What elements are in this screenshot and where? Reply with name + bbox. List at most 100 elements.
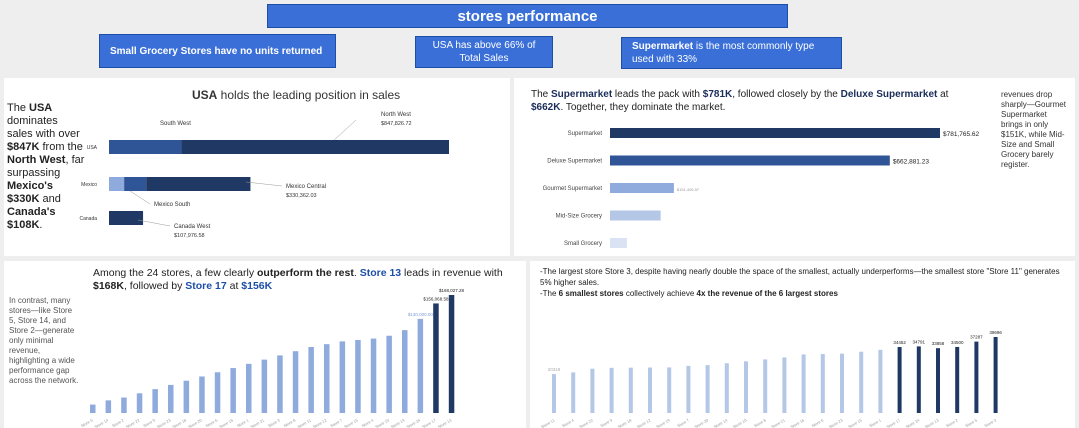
kpi-store-type-bold: Supermarket: [632, 41, 694, 52]
x-tick-store-12: Store 12: [636, 417, 652, 428]
x-tick-store-1: Store 1: [868, 417, 882, 428]
store-size-headline: -The largest store Store 3, despite havi…: [540, 266, 1060, 299]
bar-north-west: [181, 140, 449, 154]
x-tick-store-22: Store 22: [125, 417, 141, 428]
bar-store-18: [628, 367, 633, 413]
x-tick-store-7: Store 7: [329, 417, 343, 428]
data-label-store-24: 34791: [913, 339, 926, 344]
x-tick-store-11: Store 11: [297, 417, 313, 428]
x-tick-store-16: Store 16: [218, 417, 234, 428]
kpi-store-type-text: Supermarket is the most commonly type us…: [632, 40, 831, 66]
x-tick-store-10: Store 10: [732, 417, 748, 428]
page-title: stores performance: [267, 4, 788, 28]
x-tick-store-8: Store 8: [753, 417, 767, 428]
bar-store-19: [402, 330, 408, 413]
y-tick-mid-size-grocery: Mid-Size Grocery: [556, 214, 602, 220]
data-label-store-2: 34500: [951, 340, 964, 345]
store-revenue-chart: Store 5 Store 14 Store 2 Store 22 Store 9 Sto…: [80, 288, 465, 428]
country-insight-text: The USA dominates sales with over $847K …: [7, 102, 85, 231]
bar-store-4: [370, 338, 377, 413]
store-size-line2: -The 6 smallest stores collectively achi…: [540, 289, 838, 298]
country-chart-title-rest: holds the leading position in sales: [217, 88, 401, 102]
x-tick-store-17: Store 17: [421, 417, 437, 428]
data-label-north-west: $847,826.72: [381, 121, 412, 127]
data-label-store-13: $168,027.28: [439, 288, 465, 293]
bar-canada-west: [109, 211, 144, 225]
x-tick-store-18: Store 18: [617, 417, 633, 428]
bar-store-23: [168, 384, 174, 413]
bar-store-21: [261, 359, 268, 413]
leader-mexico-central: [245, 181, 283, 187]
bar-store-15: [355, 339, 361, 413]
data-label-store-3: 39696: [989, 330, 1002, 335]
x-tick-store-20: Store 20: [187, 417, 203, 428]
bar-store-5: [974, 341, 979, 413]
bar-store-3: [993, 337, 998, 413]
store-revenue-note: In contrast, many stores—like Store 5, S…: [9, 296, 79, 385]
data-label-store-17: 34452: [893, 340, 906, 345]
x-tick-store-5: Store 5: [964, 417, 978, 428]
x-tick-store-4: Store 4: [561, 417, 575, 428]
series-label-south-west: South West: [160, 121, 191, 127]
y-tick-canada: Canada: [79, 216, 97, 222]
x-tick-store-15: Store 15: [847, 417, 863, 428]
x-tick-store-18: Store 18: [172, 417, 188, 428]
bar-store-13: [936, 348, 940, 413]
data-label-canada-west: $107,976.58: [174, 233, 205, 239]
data-label-store-11: 20319: [548, 367, 561, 372]
kpi-card-usa-share: USA has above 66% of Total Sales: [415, 36, 553, 68]
data-label-store-24: $130,000.00: [408, 312, 434, 317]
bar-store-20: [705, 365, 710, 413]
x-tick-store-2: Store 2: [111, 417, 125, 428]
y-tick-supermarket: Supermarket: [568, 131, 603, 137]
x-tick-store-21: Store 21: [250, 417, 266, 428]
bar-store-23: [840, 353, 844, 413]
leader-mexico-south: [129, 190, 151, 205]
x-tick-store-24: Store 24: [905, 417, 921, 428]
y-tick-deluxe-supermarket: Deluxe Supermarket: [547, 159, 602, 165]
data-label-store-13: 33858: [932, 341, 945, 346]
store-type-note: revenues drop sharply—Gourmet Supermarke…: [1001, 90, 1066, 169]
x-tick-store-3: Store 3: [267, 417, 281, 428]
y-tick-usa: USA: [87, 145, 98, 151]
bar-supermarket: [610, 128, 940, 138]
bar-store-11: [308, 346, 314, 413]
bar-store-17: [433, 303, 439, 413]
x-tick-store-15: Store 15: [343, 417, 359, 428]
data-label-deluxe-supermarket: $662,881.23: [893, 159, 930, 166]
x-tick-store-4: Store 4: [361, 417, 375, 428]
x-tick-store-12: Store 12: [312, 417, 328, 428]
x-tick-store-19: Store 19: [390, 417, 406, 428]
country-chart-title: USA holds the leading position in sales: [192, 88, 400, 102]
x-tick-store-13: Store 13: [924, 417, 940, 428]
store-size-line1: -The largest store Store 3, despite havi…: [540, 267, 1060, 287]
data-label-supermarket: $781,765.62: [943, 131, 980, 138]
country-sales-chart: USA South West North West $847,826.72 Mexico…: [79, 112, 449, 239]
series-label-mexico-central: Mexico Central: [286, 184, 326, 190]
bar-deluxe-supermarket: [610, 155, 890, 166]
data-label-store-5: 37287: [970, 335, 983, 340]
y-tick-small-grocery: Small Grocery: [564, 241, 602, 247]
x-tick-store-22: Store 22: [578, 417, 594, 428]
bar-store-22: [136, 393, 143, 413]
x-tick-store-3: Store 3: [983, 417, 997, 428]
x-tick-store-23: Store 23: [156, 417, 172, 428]
store-size-chart: Store 11 20319 Store 4 Store 22 Store 9 Store…: [540, 330, 1002, 428]
x-tick-store-21: Store 21: [770, 417, 786, 428]
x-tick-store-9: Store 9: [599, 417, 613, 428]
x-tick-store-11: Store 11: [540, 417, 556, 428]
series-label-north-west: North West: [381, 112, 411, 118]
store-type-headline: The Supermarket leads the pack with $781…: [531, 89, 949, 113]
bar-store-3: [277, 355, 283, 413]
y-tick-gourmet-supermarket: Gourmet Supermarket: [543, 186, 603, 192]
series-label-mexico-south: Mexico South: [154, 202, 190, 208]
store-revenue-headline: Among the 24 stores, a few clearly outpe…: [93, 267, 503, 292]
data-label-store-17: $156,068.58: [423, 296, 449, 301]
bar-store-9: [609, 367, 614, 413]
bar-store-22: [590, 368, 595, 413]
bar-store-15: [859, 351, 864, 413]
country-chart-title-bold: USA: [192, 88, 218, 102]
bar-store-10: [744, 361, 748, 413]
leader-canada-west: [137, 219, 171, 227]
x-tick-store-1: Store 1: [236, 417, 250, 428]
